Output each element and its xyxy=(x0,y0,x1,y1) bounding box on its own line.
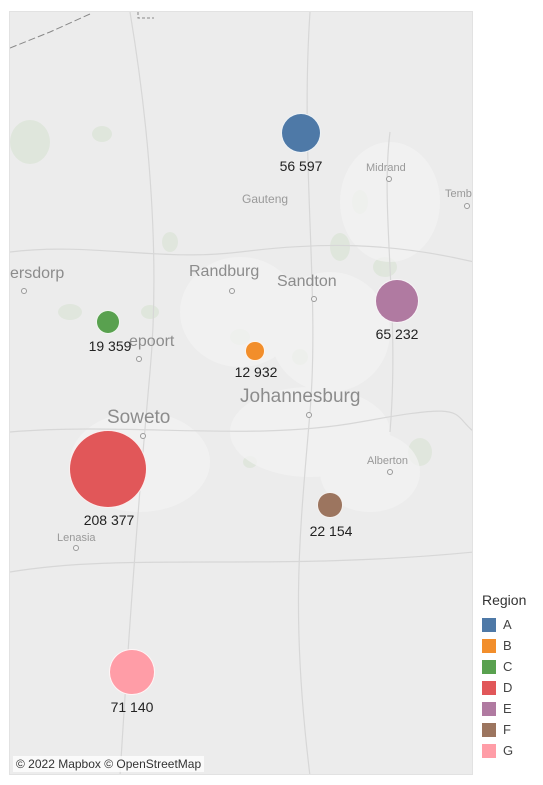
legend-label-d: D xyxy=(503,680,513,695)
bubble-label-region-e: 65 232 xyxy=(375,326,419,342)
place-label-epoort: epoort xyxy=(129,333,175,350)
legend-label-a: A xyxy=(503,617,512,632)
place-dot-midrand xyxy=(386,176,392,182)
legend-swatch-b xyxy=(482,638,496,653)
bubble-region-a[interactable] xyxy=(280,112,322,154)
bubble-region-g[interactable] xyxy=(109,649,155,695)
place-dot-temb xyxy=(464,203,470,209)
map-attribution[interactable]: © 2022 Mapbox © OpenStreetMap xyxy=(13,756,205,772)
place-dot-ersdorp xyxy=(21,288,27,294)
legend-item-c[interactable]: C xyxy=(482,656,542,677)
place-label-temb: Temb xyxy=(445,188,472,200)
bubble-region-c[interactable] xyxy=(96,310,120,334)
place-dot-soweto xyxy=(140,433,146,439)
legend-label-c: C xyxy=(503,659,513,674)
legend-label-f: F xyxy=(503,722,511,737)
legend-item-f[interactable]: F xyxy=(482,719,542,740)
legend-swatch-a xyxy=(482,617,496,632)
bubble-label-region-a: 56 597 xyxy=(279,158,323,174)
bubble-region-b[interactable] xyxy=(245,341,265,361)
legend-swatch-e xyxy=(482,701,496,716)
place-label-sandton: Sandton xyxy=(277,273,337,290)
legend-swatch-c xyxy=(482,659,496,674)
bubble-label-region-b: 12 932 xyxy=(234,364,278,380)
place-label-johannesburg: Johannesburg xyxy=(240,386,361,407)
place-label-randburg: Randburg xyxy=(189,263,260,280)
legend-item-a[interactable]: A xyxy=(482,614,542,635)
legend-swatch-f xyxy=(482,722,496,737)
legend-item-d[interactable]: D xyxy=(482,677,542,698)
bubble-region-f[interactable] xyxy=(317,492,343,518)
place-label-soweto: Soweto xyxy=(107,407,171,428)
place-dot-randburg xyxy=(229,288,235,294)
legend-swatch-g xyxy=(482,743,496,758)
bubble-label-region-g: 71 140 xyxy=(110,699,154,715)
legend-item-b[interactable]: B xyxy=(482,635,542,656)
place-label-gauteng: Gauteng xyxy=(242,192,289,206)
legend-item-g[interactable]: G xyxy=(482,740,542,761)
legend-title: Region xyxy=(482,592,527,608)
place-dot-alberton xyxy=(387,469,393,475)
map-panel[interactable]: Midrand Gauteng Temb ersdorp Randburg Sa… xyxy=(9,11,473,775)
place-label-midrand: Midrand xyxy=(366,162,406,174)
bubble-region-d[interactable] xyxy=(69,430,147,508)
place-label-alberton: Alberton xyxy=(367,455,408,467)
bubble-label-region-f: 22 154 xyxy=(309,523,353,539)
place-dot-sandton xyxy=(311,296,317,302)
legend-swatch-d xyxy=(482,680,496,695)
place-dot-johannesburg xyxy=(306,412,312,418)
bubble-label-region-d: 208 377 xyxy=(83,512,135,528)
bubble-region-e[interactable] xyxy=(375,279,419,323)
legend-label-g: G xyxy=(503,743,514,758)
legend: Region A B C D E F G xyxy=(482,592,542,761)
place-label-lenasia: Lenasia xyxy=(57,532,96,544)
legend-label-b: B xyxy=(503,638,512,653)
place-dot-lenasia xyxy=(73,545,79,551)
place-label-ersdorp: ersdorp xyxy=(10,265,65,282)
bubble-label-region-c: 19 359 xyxy=(88,338,132,354)
place-dot-epoort xyxy=(136,356,142,362)
legend-label-e: E xyxy=(503,701,512,716)
legend-item-e[interactable]: E xyxy=(482,698,542,719)
